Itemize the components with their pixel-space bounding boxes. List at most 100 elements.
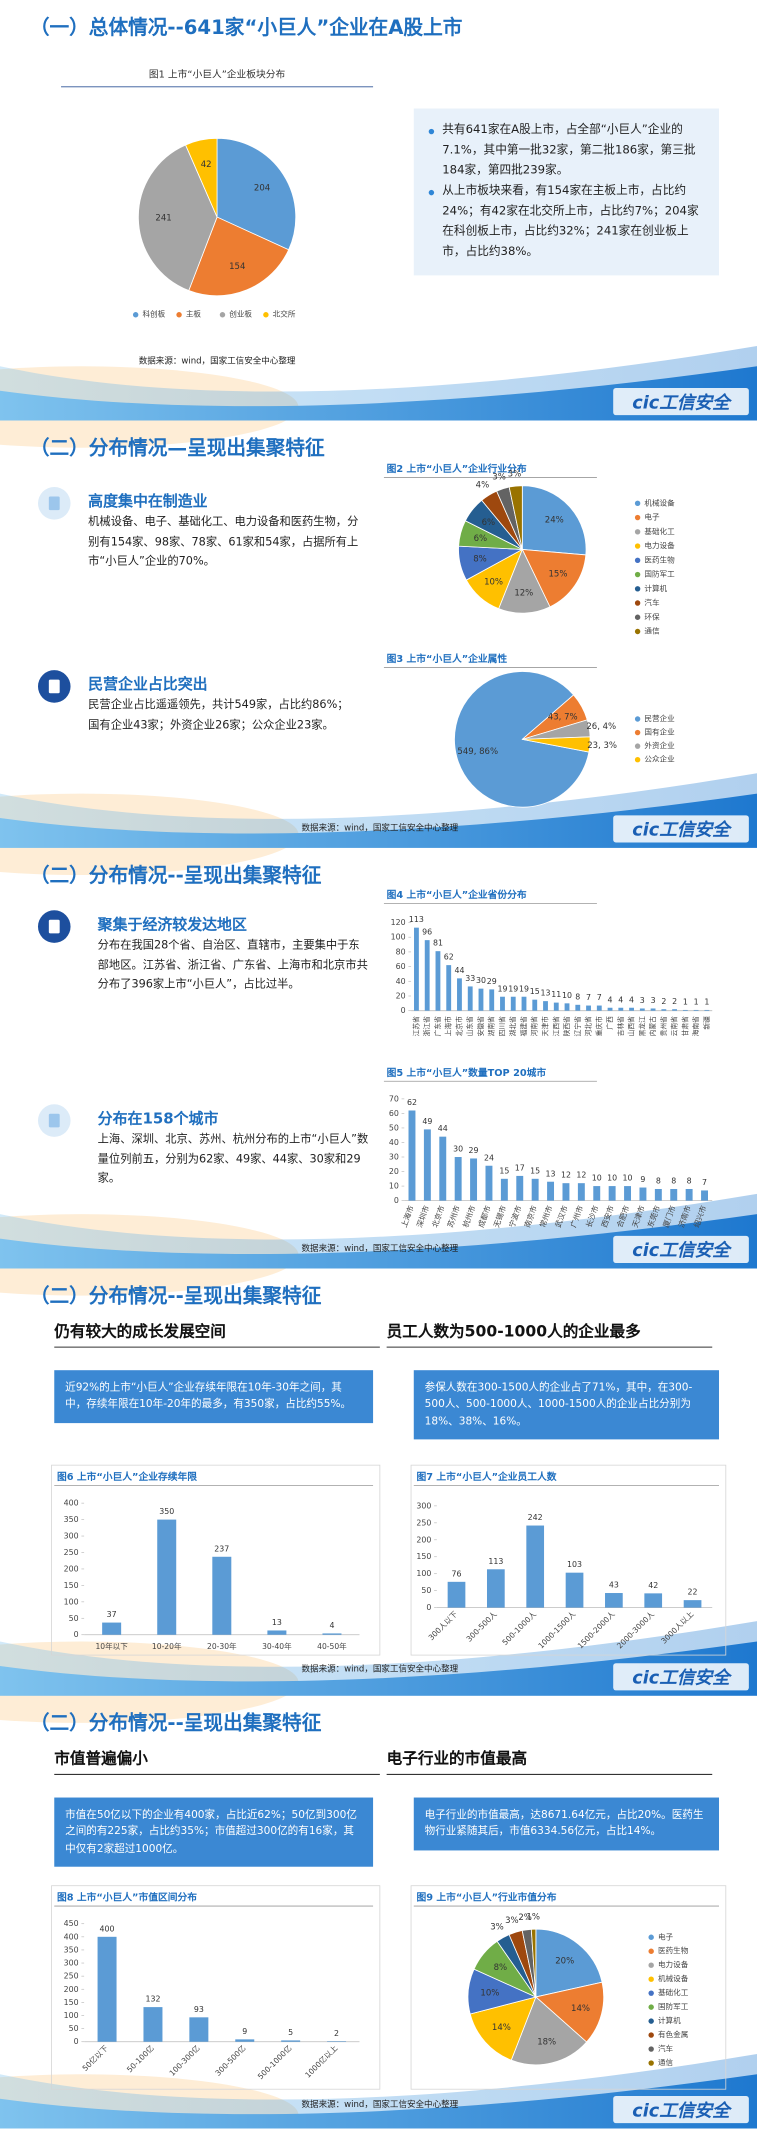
x-tick-label: 山东省 xyxy=(465,1016,474,1037)
legend-swatch xyxy=(648,1934,654,1940)
bar xyxy=(639,1008,645,1011)
bar xyxy=(670,1188,678,1201)
bar xyxy=(500,1178,508,1201)
icon-glyph xyxy=(48,1113,60,1128)
y-tick-label: 300 xyxy=(64,1959,79,1968)
bar xyxy=(267,1630,287,1635)
legend-swatch xyxy=(634,514,641,521)
y-tick-label: 250 xyxy=(416,1518,431,1527)
bar xyxy=(446,965,452,1011)
data-label: 43 xyxy=(609,1581,619,1590)
chart-title: 图4 上市“小巨人”企业省份分布 xyxy=(387,888,527,901)
bar xyxy=(454,1157,462,1201)
y-tick-label: 150 xyxy=(64,1581,79,1590)
x-tick-label: 安徽省 xyxy=(476,1016,485,1037)
section-heading: 市值普遍偏小 xyxy=(54,1748,148,1768)
legend-label: 创业板 xyxy=(229,309,252,319)
x-tick-label: 100-300亿 xyxy=(167,2043,202,2078)
bar xyxy=(654,1188,662,1201)
x-tick-label: 内蒙古 xyxy=(648,1016,657,1037)
bar xyxy=(414,927,419,1011)
bar xyxy=(553,1002,559,1011)
logo-bg xyxy=(613,815,749,843)
legend-label: 民营企业 xyxy=(644,713,675,723)
data-label: 2 xyxy=(334,2029,339,2038)
data-label: 241 xyxy=(155,214,171,224)
x-tick-label: 广东省 xyxy=(433,1016,442,1037)
data-label: 11 xyxy=(551,990,561,999)
y-tick-label: 350 xyxy=(64,1945,79,1954)
y-tick-label: 150 xyxy=(416,1552,431,1561)
x-tick-label: 湖南省 xyxy=(487,1016,496,1037)
legend-swatch xyxy=(634,729,641,736)
x-tick-label: 天津市 xyxy=(541,1016,550,1037)
section-heading: 民营企业占比突出 xyxy=(88,675,208,694)
bar xyxy=(485,1165,493,1201)
chart-title: 图8 上市“小巨人”市值区间分布 xyxy=(57,1891,197,1904)
data-label: 8 xyxy=(656,1177,661,1186)
icon-glyph xyxy=(48,919,60,934)
bar xyxy=(596,1005,602,1011)
slide-title: （二）分布情况—呈现出集聚特征 xyxy=(30,436,325,459)
bar xyxy=(439,1136,447,1201)
x-tick-label: 福建省 xyxy=(519,1016,528,1037)
data-label: 3% xyxy=(492,473,506,483)
data-label: 3% xyxy=(508,469,522,479)
x-tick-label: 湖北省 xyxy=(508,1016,517,1037)
data-label: 4% xyxy=(476,480,490,490)
bar xyxy=(423,1129,431,1201)
pie-slice xyxy=(137,144,218,292)
bullet: 共有641家在A股上市，占全部“小巨人”企业的7.1%，其中第一批32家，第二批… xyxy=(427,121,705,182)
bar xyxy=(327,2041,347,2042)
data-label: 30 xyxy=(453,1145,463,1154)
y-tick-label: 40 xyxy=(389,1138,399,1147)
y-tick-label: 250 xyxy=(64,1972,79,1981)
legend-label: 汽车 xyxy=(644,597,660,607)
y-tick-label: 40 xyxy=(396,977,406,986)
x-tick-label: 云南省 xyxy=(670,1016,679,1037)
data-label: 96 xyxy=(422,928,432,937)
bar xyxy=(189,2017,209,2042)
legend-swatch xyxy=(634,571,641,578)
legend-swatch xyxy=(263,312,269,318)
legend-label: 电子 xyxy=(658,1931,674,1941)
data-label: 12 xyxy=(576,1171,586,1180)
legend-swatch xyxy=(648,2060,654,2066)
y-tick-label: 30 xyxy=(389,1153,399,1162)
source: 数据来源：wind，国家工信安全中心整理 xyxy=(302,2098,459,2110)
logo: cic工信安全 xyxy=(632,1668,732,1689)
source: 数据来源：wind，国家工信安全中心整理 xyxy=(139,355,296,367)
legend-swatch xyxy=(648,1948,654,1954)
pie-slice xyxy=(535,1981,605,2043)
legend-swatch xyxy=(648,1962,654,1968)
icon-glyph xyxy=(48,496,60,511)
x-tick-label: 500-1000亿 xyxy=(255,2043,294,2082)
data-label: 7 xyxy=(702,1178,707,1187)
data-label: 10% xyxy=(480,1989,499,1999)
legend-swatch xyxy=(176,312,182,318)
data-label: 23, 3% xyxy=(587,741,617,751)
legend-swatch xyxy=(634,716,641,722)
bar xyxy=(575,1004,581,1011)
bar xyxy=(478,988,484,1011)
legend-swatch xyxy=(634,743,641,749)
pie-slice xyxy=(530,1928,537,1997)
legend-label: 通信 xyxy=(658,2057,674,2067)
legend-swatch xyxy=(634,756,641,763)
legend-swatch xyxy=(648,2004,654,2010)
x-tick-label: 20-30年 xyxy=(207,1641,237,1651)
y-tick-label: 200 xyxy=(64,1564,79,1573)
data-label: 4 xyxy=(608,995,613,1004)
data-label: 22 xyxy=(688,1588,698,1597)
bar xyxy=(701,1190,708,1201)
x-tick-label: 40-50年 xyxy=(317,1641,347,1651)
data-label: 9 xyxy=(242,2027,247,2036)
legend-label: 国防军工 xyxy=(644,569,675,579)
chart-title: 图7 上市“小巨人”企业员工人数 xyxy=(416,1470,556,1483)
bar xyxy=(639,1187,647,1201)
section-box: 近92%的上市“小巨人”企业存续年限在10年-30年之间，其中，存续年限在10年… xyxy=(54,1370,374,1424)
slide-title: （二）分布情况--呈现出集聚特征 xyxy=(30,1284,322,1307)
y-tick-label: 250 xyxy=(64,1548,79,1557)
bar xyxy=(693,1009,699,1011)
data-label: 44 xyxy=(438,1124,448,1133)
